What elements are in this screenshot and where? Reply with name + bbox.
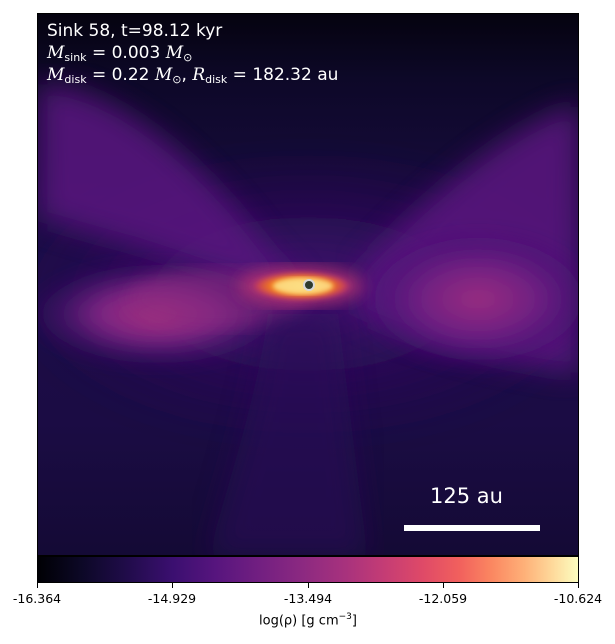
disk-properties-label: Mdisk = 0.22 M⊙, Rdisk = 182.32 au bbox=[47, 65, 339, 86]
sink-time-label: Sink 58, t=98.12 kyr bbox=[47, 21, 223, 41]
sink-mass-label: Msink = 0.003 M⊙ bbox=[47, 43, 193, 64]
colorbar-tick bbox=[578, 583, 579, 588]
colorbar-axis-label: log(ρ) [g cm−3] bbox=[259, 612, 357, 629]
sink-marker bbox=[303, 279, 315, 291]
colorbar-tick-label: -16.364 bbox=[12, 591, 62, 606]
colorbar-tick bbox=[443, 583, 444, 588]
colorbar-tick-label: -12.059 bbox=[418, 591, 468, 606]
colorbar-tick bbox=[308, 583, 309, 588]
colorbar bbox=[37, 556, 579, 583]
colorbar-tick bbox=[37, 583, 38, 588]
colorbar-tick-label: -14.929 bbox=[147, 591, 197, 606]
colorbar-tick-label: -13.494 bbox=[283, 591, 333, 606]
scalebar-label: 125 au bbox=[430, 484, 503, 508]
colorbar-tick bbox=[172, 583, 173, 588]
colorbar-tick-label: -10.624 bbox=[553, 591, 603, 606]
scalebar-line bbox=[404, 525, 540, 531]
density-map-panel: Sink 58, t=98.12 kyr Msink = 0.003 M⊙ Md… bbox=[37, 13, 579, 556]
density-map-image bbox=[38, 14, 578, 555]
